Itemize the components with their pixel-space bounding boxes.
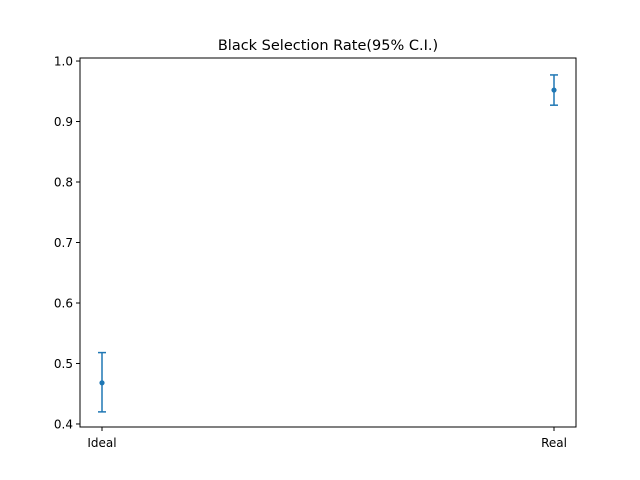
y-tick-label: 0.4	[54, 417, 73, 431]
y-axis: 0.4 0.5 0.6 0.7 0.8 0.9 1.0	[54, 55, 80, 431]
chart-title: Black Selection Rate(95% C.I.)	[218, 38, 438, 54]
y-tick-label: 0.5	[54, 357, 73, 371]
data-marks	[98, 74, 558, 413]
y-tick-label: 0.7	[54, 236, 73, 250]
x-axis: Ideal Real	[87, 427, 567, 450]
y-tick-label: 1.0	[54, 55, 73, 69]
y-tick-label: 0.8	[54, 176, 73, 190]
y-tick-label: 0.9	[54, 115, 73, 129]
y-tick-label: 0.6	[54, 296, 73, 310]
x-tick-label: Ideal	[87, 436, 116, 450]
data-point	[99, 380, 105, 386]
data-point	[551, 87, 557, 93]
x-tick-label: Real	[541, 436, 567, 450]
plot-frame	[79, 57, 577, 428]
